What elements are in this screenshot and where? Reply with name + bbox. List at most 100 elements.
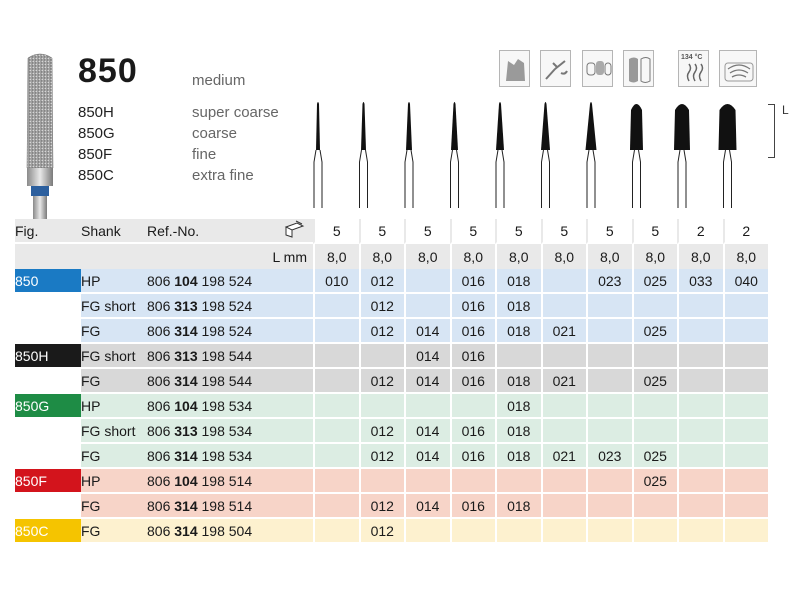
size-cell: 014 (404, 319, 450, 344)
table-row: 850 HP 806 104 198 524 010 012 016 018 023 025 03… (15, 269, 768, 294)
bur-head-shape (674, 104, 690, 150)
header-ref: Ref.-No. (147, 219, 283, 244)
ref-shank-code: 314 (174, 322, 198, 339)
size-cell (586, 419, 632, 444)
spacer-cell (283, 394, 313, 419)
ref-prefix: 806 (147, 447, 175, 464)
bur-shank-shape (313, 149, 323, 208)
size-cell (358, 344, 404, 369)
ref-number-cell: 806 104 198 524 (147, 269, 283, 294)
bur-head-shape (316, 102, 320, 150)
variant-code: 850G (78, 125, 115, 142)
size-cell (677, 519, 723, 544)
size-cell: 018 (495, 294, 541, 319)
ref-number-cell: 806 104 198 514 (147, 469, 283, 494)
size-cell (722, 319, 768, 344)
size-cell (540, 344, 586, 369)
bur-shank-shape (359, 149, 368, 208)
size-cell: 012 (358, 369, 404, 394)
bur-size-illustrations (313, 102, 737, 208)
size-cell (722, 469, 768, 494)
size-cell: 018 (495, 369, 541, 394)
size-cell (722, 344, 768, 369)
size-cell (631, 519, 677, 544)
size-cell (313, 519, 359, 544)
length-cell: 8,0 (586, 244, 632, 269)
ref-shank-code: 104 (174, 472, 198, 489)
fig-cell (15, 444, 81, 469)
size-cell (722, 394, 768, 419)
size-cell (404, 394, 450, 419)
size-cell (313, 294, 359, 319)
variant-grit: coarse (192, 125, 238, 142)
size-cell: 021 (540, 369, 586, 394)
size-cell (586, 369, 632, 394)
ref-number-cell: 806 314 198 544 (147, 369, 283, 394)
size-cell (677, 419, 723, 444)
size-cell: 016 (449, 369, 495, 394)
size-cell: 014 (404, 494, 450, 519)
ref-suffix: 198 504 (197, 522, 253, 539)
spacer-cell (283, 319, 313, 344)
ref-shank-code: 313 (174, 422, 198, 439)
pack-quantity-cell: 5 (358, 219, 404, 244)
size-cell (631, 294, 677, 319)
size-cell (313, 494, 359, 519)
dental-tool-icon (540, 50, 571, 87)
size-cell: 012 (358, 319, 404, 344)
size-cell (540, 469, 586, 494)
ref-number-cell: 806 313 198 524 (147, 294, 283, 319)
size-cell: 025 (631, 469, 677, 494)
size-cell (677, 294, 723, 319)
ref-prefix: 806 (147, 372, 175, 389)
ref-shank-code: 314 (174, 497, 198, 514)
product-number: 850 (78, 52, 138, 90)
size-cell: 040 (722, 269, 768, 294)
size-cell: 018 (495, 444, 541, 469)
ref-suffix: 198 534 (197, 422, 253, 439)
pack-qty-icon (283, 219, 313, 244)
spacer-cell (283, 294, 313, 319)
size-cell: 018 (495, 319, 541, 344)
size-cell: 033 (677, 269, 723, 294)
veneers-icon (623, 50, 654, 87)
size-cell (722, 444, 768, 469)
size-cell (586, 319, 632, 344)
size-cell (313, 394, 359, 419)
size-cell: 014 (404, 419, 450, 444)
size-cell (586, 394, 632, 419)
size-cell: 018 (495, 394, 541, 419)
size-cell: 018 (495, 419, 541, 444)
size-cell (540, 519, 586, 544)
spacer-cell (283, 469, 313, 494)
pack-quantity-cell: 5 (540, 219, 586, 244)
length-cell: 8,0 (449, 244, 495, 269)
fig-cell (15, 369, 81, 394)
ref-shank-code: 314 (174, 522, 198, 539)
size-cell: 012 (358, 494, 404, 519)
table-row: FG 806 314 198 544 012 014 016 018 021 025 (15, 369, 768, 394)
bur-shank-shape (495, 149, 505, 208)
bur-head-shape (406, 102, 412, 150)
size-cell (449, 394, 495, 419)
ref-prefix: 806 (147, 397, 175, 414)
size-cell (586, 344, 632, 369)
bur-head-shape (361, 102, 366, 150)
pack-quantity-cell: 5 (313, 219, 359, 244)
ref-shank-code: 313 (174, 347, 198, 364)
bur-shank-shape (723, 149, 732, 208)
size-cell: 014 (404, 444, 450, 469)
shank-cell: FG (81, 494, 147, 519)
length-cell: 8,0 (677, 244, 723, 269)
bur-shank-shape (450, 149, 459, 208)
size-cell (495, 344, 541, 369)
ref-number-cell: 806 314 198 504 (147, 519, 283, 544)
bur-head-shape (496, 102, 504, 150)
bur-shank-shape (632, 149, 641, 208)
table-row: FG 806 314 198 534 012 014 016 018 021 023 025 (15, 444, 768, 469)
pack-quantity-cell: 5 (495, 219, 541, 244)
shank-cell: FG short (81, 419, 147, 444)
size-cell (722, 494, 768, 519)
variant-grit: extra fine (192, 167, 254, 184)
grit-main: medium (192, 72, 246, 89)
